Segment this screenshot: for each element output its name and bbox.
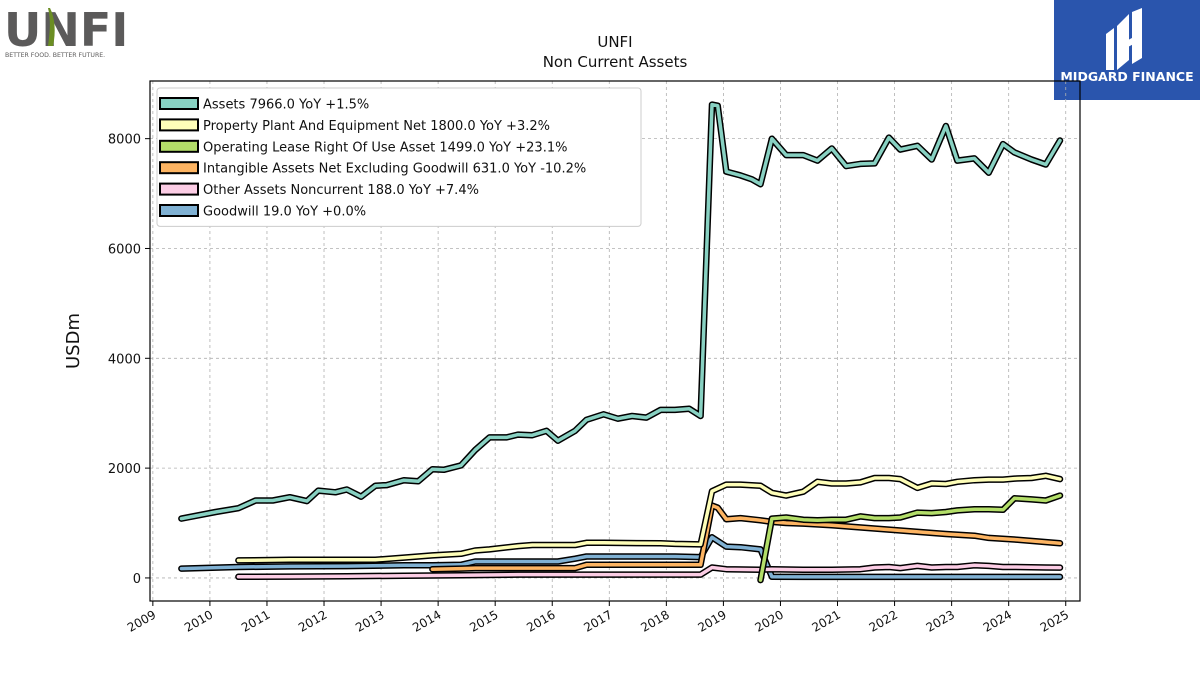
x-tick-label: 2016	[524, 607, 557, 634]
legend-label: Property Plant And Equipment Net 1800.0 …	[203, 119, 550, 134]
legend: Assets 7966.0 YoY +1.5% Property Plant An…	[156, 87, 642, 227]
y-tick-label: 6000	[108, 242, 141, 257]
midgard-emblem-icon	[1106, 8, 1142, 70]
midgard-name: MIDGARD FINANCE	[1060, 69, 1193, 84]
y-tick-label: 4000	[108, 352, 141, 367]
y-axis-label: USDm	[63, 313, 84, 369]
x-tick-label: 2025	[1038, 607, 1071, 634]
legend-label: Assets 7966.0 YoY +1.5%	[203, 98, 369, 113]
legend-swatch	[159, 161, 199, 175]
leaf-icon	[48, 8, 55, 46]
unfi-logo-graphic: UNFI BETTER FOOD. BETTER FUTURE.	[4, 3, 128, 59]
legend-swatch	[159, 182, 199, 196]
plot-frame	[149, 80, 1081, 602]
x-tick-label: 2014	[410, 607, 443, 634]
x-tick-label: 2015	[467, 607, 500, 634]
legend-item: Goodwill 19.0 YoY +0.0%	[159, 204, 366, 220]
legend-label: Operating Lease Right Of Use Asset 1499.…	[203, 140, 567, 155]
series-assets-	[178, 101, 1064, 522]
x-tick-label: 2012	[296, 607, 329, 634]
legend-label: Intangible Assets Net Excluding Goodwill…	[203, 162, 586, 177]
series-line	[236, 563, 1062, 579]
series-goodwill-	[178, 534, 1064, 581]
midgard-finance-logo: MIDGARD FINANCE	[1054, 0, 1200, 100]
y-tick-label: 0	[133, 572, 141, 587]
x-tick-label: 2023	[924, 607, 957, 634]
legend-item: Property Plant And Equipment Net 1800.0 …	[159, 118, 550, 134]
series-line	[179, 535, 1062, 579]
x-tick-label: 2018	[638, 607, 671, 634]
y-tick-label: 2000	[108, 462, 141, 477]
chart-title: UNFI	[597, 33, 632, 51]
series-lines	[178, 101, 1064, 584]
unfi-tagline: BETTER FOOD. BETTER FUTURE.	[5, 52, 105, 59]
legend-item: Operating Lease Right Of Use Asset 1499.…	[159, 139, 567, 155]
series-outline	[235, 472, 1064, 564]
y-tick-label: 8000	[108, 133, 141, 148]
x-tick-label: 2022	[867, 607, 900, 634]
x-tick-label: 2011	[239, 607, 272, 634]
series-line	[430, 503, 1062, 571]
legend-item: Assets 7966.0 YoY +1.5%	[159, 97, 369, 113]
midgard-logo-graphic: MIDGARD FINANCE	[1060, 8, 1194, 84]
legend-item: Intangible Assets Net Excluding Goodwill…	[159, 161, 586, 177]
x-tick-label: 2009	[125, 607, 158, 634]
x-tick-label: 2017	[581, 607, 614, 634]
legend-item: Other Assets Noncurrent 188.0 YoY +7.4%	[159, 182, 479, 198]
series-operating-lease	[757, 492, 1064, 584]
legend-box	[156, 87, 642, 227]
series-line	[179, 102, 1062, 521]
legend-swatch	[159, 118, 199, 132]
chart-subtitle: Non Current Assets	[543, 53, 688, 71]
unfi-wordmark: UNFI	[4, 3, 128, 57]
x-tick-label: 2019	[695, 607, 728, 634]
unfi-logo: UNFI BETTER FOOD. BETTER FUTURE.	[4, 2, 134, 62]
x-tick-label: 2021	[810, 607, 843, 634]
legend-swatch	[159, 204, 199, 217]
series-other-assets	[235, 562, 1064, 581]
x-tick-label: 2024	[981, 607, 1014, 634]
x-tick-label: 2013	[353, 607, 386, 634]
series-intangible-assets	[429, 502, 1064, 573]
grid	[150, 81, 1080, 601]
series-line	[758, 493, 1062, 582]
series-property-plant	[235, 472, 1064, 564]
x-tick-label: 2020	[753, 607, 786, 634]
y-axis-ticks: 0 2000 4000 6000 8000	[108, 133, 150, 587]
legend-label: Other Assets Noncurrent 188.0 YoY +7.4%	[203, 183, 479, 198]
x-tick-label: 2010	[182, 607, 215, 634]
series-line	[236, 474, 1062, 563]
legend-label: Goodwill 19.0 YoY +0.0%	[203, 205, 366, 220]
legend-swatch	[159, 139, 199, 153]
legend-items: Assets 7966.0 YoY +1.5% Property Plant An…	[159, 97, 586, 220]
legend-swatch	[159, 97, 199, 110]
x-axis-ticks: 2009 2010 2011 2012 2013 2014 2015 2016 2017 2018…	[125, 601, 1071, 635]
